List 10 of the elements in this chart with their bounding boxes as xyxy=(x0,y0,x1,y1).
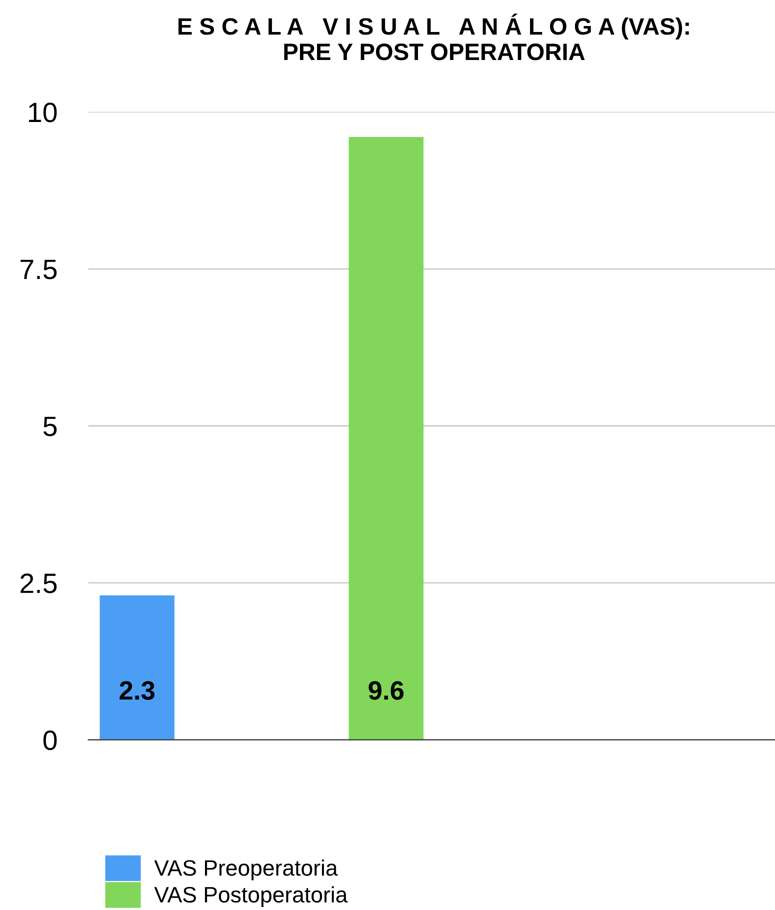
y-tick-label: 5 xyxy=(43,416,57,436)
data-label: 2.3 xyxy=(120,681,154,700)
y-tick-label: 0 xyxy=(43,730,57,750)
legend-label: VAS Postoperatoria xyxy=(154,886,348,907)
legend-label: VAS Preoperatoria xyxy=(154,860,338,880)
y-tick-label: 7.5 xyxy=(20,260,57,280)
y-tick-label: 2.5 xyxy=(20,574,57,594)
chart-title: E S C A L A V I S U A L A N Á L O G A (VAS): PRE Y POST OPERATORIA xyxy=(178,14,689,60)
data-label: 9.6 xyxy=(368,681,404,700)
y-tick-label: 10 xyxy=(29,102,57,122)
